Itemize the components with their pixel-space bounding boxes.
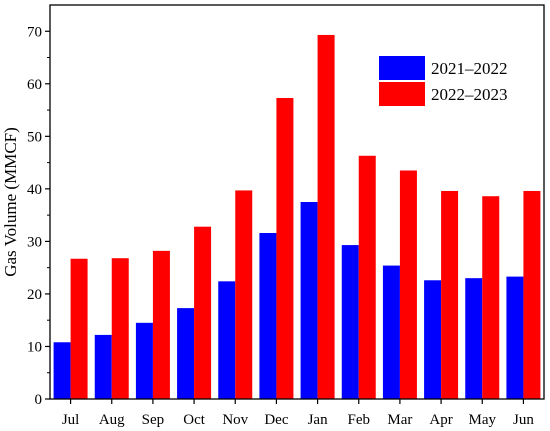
- x-tick-label-mar: Mar: [387, 412, 412, 428]
- x-tick-label-jan: Jan: [308, 412, 328, 428]
- x-tick-label-may: May: [469, 412, 497, 428]
- y-axis-title: Gas Volume (MMCF): [1, 127, 20, 277]
- x-tick-label-aug: Aug: [99, 412, 125, 428]
- bar-series1-nov: [218, 281, 236, 399]
- bar-series2-jun: [523, 190, 541, 399]
- bar-series1-dec: [259, 232, 277, 399]
- y-tick-label: 20: [27, 287, 42, 303]
- y-tick-label: 60: [27, 77, 42, 93]
- y-tick-label: 0: [35, 392, 43, 408]
- plot-frame: [49, 4, 545, 400]
- bar-series1-may: [465, 278, 483, 399]
- bar-series1-aug: [94, 334, 112, 399]
- bar-series2-nov: [235, 190, 253, 399]
- y-axis: 0 10 20 30 40 50 60 70: [27, 24, 50, 408]
- y-tick-label: 70: [27, 24, 42, 40]
- bar-series1-sep: [135, 322, 153, 399]
- bar-series1-jun: [506, 276, 524, 399]
- bar-series1-oct: [177, 308, 195, 399]
- bar-series2-jul: [70, 258, 88, 399]
- x-tick-label-sep: Sep: [142, 412, 165, 428]
- y-tick-label: 50: [27, 129, 42, 145]
- legend: 2021–2022 2022–2023: [379, 56, 508, 106]
- bar-series1-mar: [382, 265, 400, 399]
- bar-series2-feb: [358, 155, 376, 399]
- bar-series2-dec: [276, 97, 294, 399]
- bar-series1-apr: [424, 280, 442, 399]
- x-tick-label-jul: Jul: [62, 412, 80, 428]
- bar-series2-apr: [441, 190, 459, 399]
- bar-series1-jul: [53, 342, 71, 399]
- bar-series2-sep: [152, 250, 170, 399]
- x-axis: Jul Aug Sep Oct Nov Dec Jan Feb Mar Apr May Jun: [62, 399, 534, 428]
- bar-series2-oct: [194, 226, 212, 399]
- legend-swatch-1: [379, 56, 425, 80]
- bar-series2-may: [482, 196, 500, 399]
- bars-group: [53, 34, 541, 399]
- bar-series2-jan: [317, 34, 335, 399]
- legend-swatch-2: [379, 82, 425, 106]
- legend-label-2: 2022–2023: [431, 85, 508, 104]
- x-tick-label-oct: Oct: [183, 412, 205, 428]
- x-tick-label-dec: Dec: [264, 412, 288, 428]
- x-tick-label-feb: Feb: [348, 412, 371, 428]
- x-tick-label-nov: Nov: [222, 412, 248, 428]
- bar-series1-feb: [341, 245, 359, 399]
- y-tick-label: 40: [27, 182, 42, 198]
- bar-series1-jan: [300, 202, 318, 399]
- x-tick-label-jun: Jun: [513, 412, 534, 428]
- bar-series2-mar: [399, 170, 417, 399]
- bar-series2-aug: [111, 258, 129, 399]
- y-tick-label: 30: [27, 234, 42, 250]
- x-tick-label-apr: Apr: [429, 412, 452, 428]
- legend-label-1: 2021–2022: [431, 59, 508, 78]
- y-tick-label: 10: [27, 339, 42, 355]
